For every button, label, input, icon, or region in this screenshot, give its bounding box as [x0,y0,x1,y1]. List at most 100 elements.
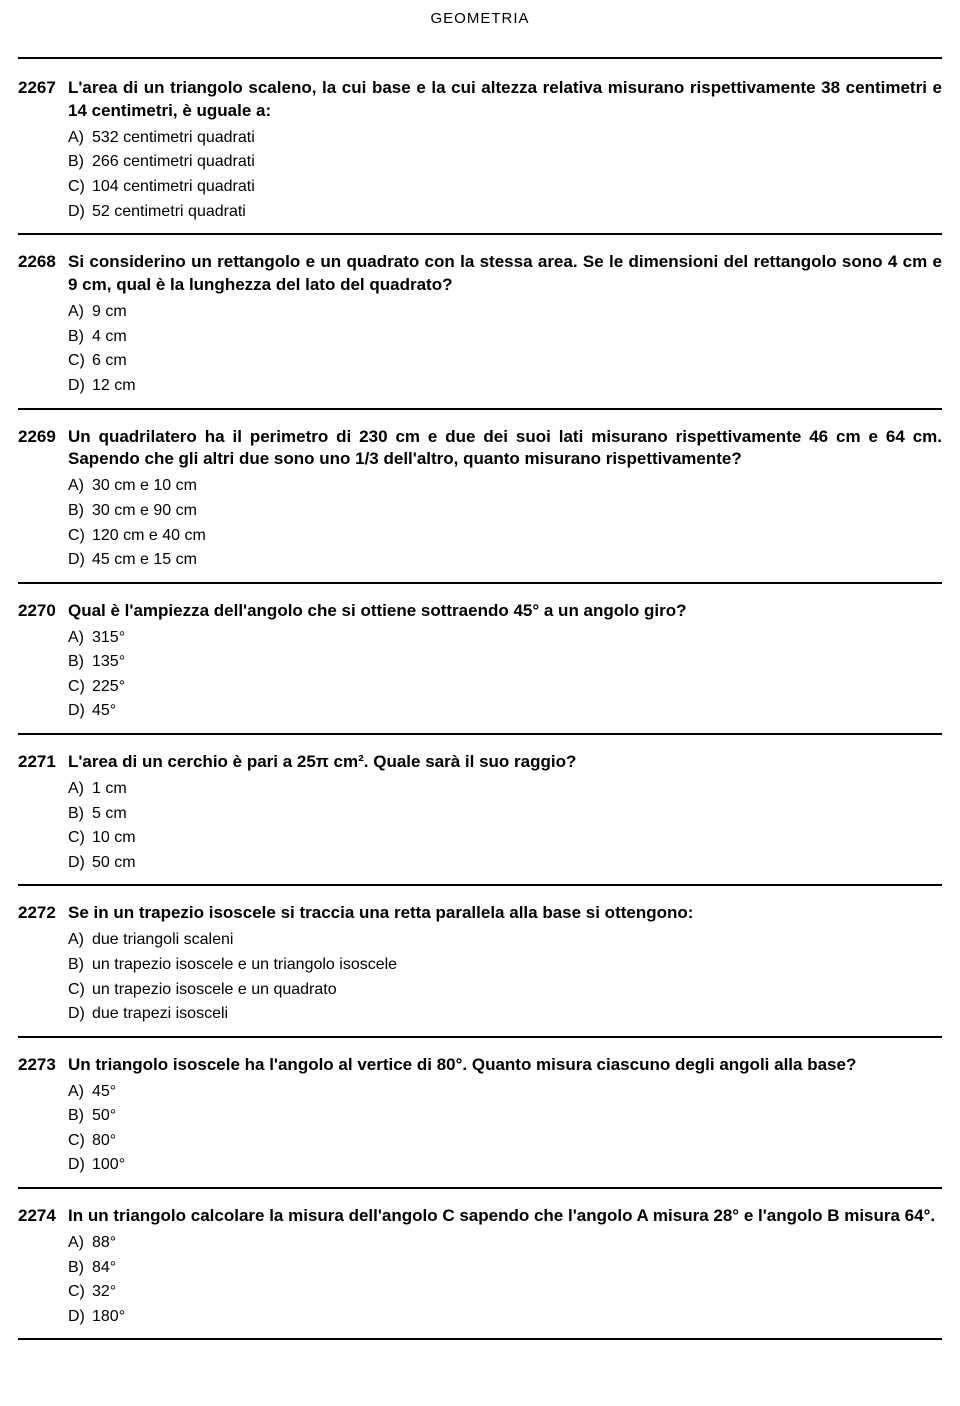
option-text: 104 centimetri quadrati [92,176,255,198]
option-letter: A) [68,778,92,800]
option-letter: B) [68,803,92,825]
option-text: 120 cm e 40 cm [92,525,206,547]
option-item: B)84° [68,1257,942,1279]
option-text: 52 centimetri quadrati [92,201,246,223]
option-text: 6 cm [92,350,127,372]
option-letter: D) [68,1306,92,1328]
option-item: B)135° [68,651,942,673]
option-letter: C) [68,350,92,372]
option-letter: A) [68,1232,92,1254]
question-divider [18,884,942,886]
question-block: 2272Se in un trapezio isoscele si tracci… [18,902,942,1027]
top-divider [18,57,942,59]
option-item: C)120 cm e 40 cm [68,525,942,547]
question-text: In un triangolo calcolare la misura dell… [68,1205,942,1228]
option-letter: B) [68,954,92,976]
option-letter: B) [68,1257,92,1279]
options-list: A)1 cmB)5 cmC)10 cmD)50 cm [68,778,942,873]
option-item: D)45° [68,700,942,722]
question-number: 2274 [18,1205,68,1226]
question-body: Qual è l'ampiezza dell'angolo che si ott… [68,600,942,725]
option-item: C)6 cm [68,350,942,372]
option-text: un trapezio isoscele e un quadrato [92,979,337,1001]
option-item: A)315° [68,627,942,649]
option-text: due triangoli scaleni [92,929,233,951]
question-body: L'area di un cerchio è pari a 25π cm². Q… [68,751,942,876]
option-text: 9 cm [92,301,127,323]
option-item: D)180° [68,1306,942,1328]
option-text: 30 cm e 90 cm [92,500,197,522]
option-letter: A) [68,1081,92,1103]
option-text: 10 cm [92,827,136,849]
question-number: 2272 [18,902,68,923]
question-divider [18,1036,942,1038]
question-body: In un triangolo calcolare la misura dell… [68,1205,942,1330]
option-text: 5 cm [92,803,127,825]
question-number: 2270 [18,600,68,621]
question-number: 2271 [18,751,68,772]
question-block: 2273Un triangolo isoscele ha l'angolo al… [18,1054,942,1179]
option-text: 32° [92,1281,116,1303]
option-letter: A) [68,475,92,497]
option-item: C)104 centimetri quadrati [68,176,942,198]
option-letter: C) [68,176,92,198]
option-item: B)50° [68,1105,942,1127]
options-list: A)88°B)84°C)32°D)180° [68,1232,942,1327]
option-letter: C) [68,676,92,698]
option-letter: D) [68,852,92,874]
option-text: 84° [92,1257,116,1279]
option-letter: B) [68,500,92,522]
option-text: 100° [92,1154,125,1176]
question-block: 2269Un quadrilatero ha il perimetro di 2… [18,426,942,574]
option-letter: C) [68,827,92,849]
option-letter: A) [68,301,92,323]
options-list: A)45°B)50° C)80°D)100° [68,1081,942,1176]
option-letter: A) [68,929,92,951]
question-number: 2273 [18,1054,68,1075]
option-item: D)45 cm e 15 cm [68,549,942,571]
option-item: D)due trapezi isosceli [68,1003,942,1025]
question-divider [18,1187,942,1189]
question-divider [18,233,942,235]
option-item: B)5 cm [68,803,942,825]
question-body: Un quadrilatero ha il perimetro di 230 c… [68,426,942,574]
option-item: B)30 cm e 90 cm [68,500,942,522]
option-item: A)532 centimetri quadrati [68,127,942,149]
question-block: 2271L'area di un cerchio è pari a 25π cm… [18,751,942,876]
question-number: 2268 [18,251,68,272]
option-item: C)225° [68,676,942,698]
option-item: B)4 cm [68,326,942,348]
option-letter: D) [68,201,92,223]
option-text: 88° [92,1232,116,1254]
question-block: 2268Si considerino un rettangolo e un qu… [18,251,942,399]
option-item: A)45° [68,1081,942,1103]
option-item: A)due triangoli scaleni [68,929,942,951]
question-text: Un quadrilatero ha il perimetro di 230 c… [68,426,942,472]
question-block: 2274In un triangolo calcolare la misura … [18,1205,942,1330]
option-letter: C) [68,525,92,547]
option-item: C)10 cm [68,827,942,849]
question-text: Qual è l'ampiezza dell'angolo che si ott… [68,600,942,623]
option-text: 45 cm e 15 cm [92,549,197,571]
option-letter: D) [68,1154,92,1176]
question-body: Si considerino un rettangolo e un quadra… [68,251,942,399]
option-letter: C) [68,1130,92,1152]
option-item: D)12 cm [68,375,942,397]
option-letter: D) [68,1003,92,1025]
question-number: 2267 [18,77,68,98]
question-block: 2267L'area di un triangolo scaleno, la c… [18,77,942,225]
option-item: D)100° [68,1154,942,1176]
question-text: Si considerino un rettangolo e un quadra… [68,251,942,297]
question-body: Un triangolo isoscele ha l'angolo al ver… [68,1054,942,1179]
options-list: A)315°B)135° C)225°D)45° [68,627,942,722]
option-text: 80° [92,1130,116,1152]
option-letter: A) [68,627,92,649]
question-divider [18,582,942,584]
question-text: L'area di un cerchio è pari a 25π cm². Q… [68,751,942,774]
question-number: 2269 [18,426,68,447]
option-text: 532 centimetri quadrati [92,127,255,149]
option-text: 266 centimetri quadrati [92,151,255,173]
option-item: B)266 centimetri quadrati [68,151,942,173]
option-letter: C) [68,979,92,1001]
option-letter: B) [68,326,92,348]
